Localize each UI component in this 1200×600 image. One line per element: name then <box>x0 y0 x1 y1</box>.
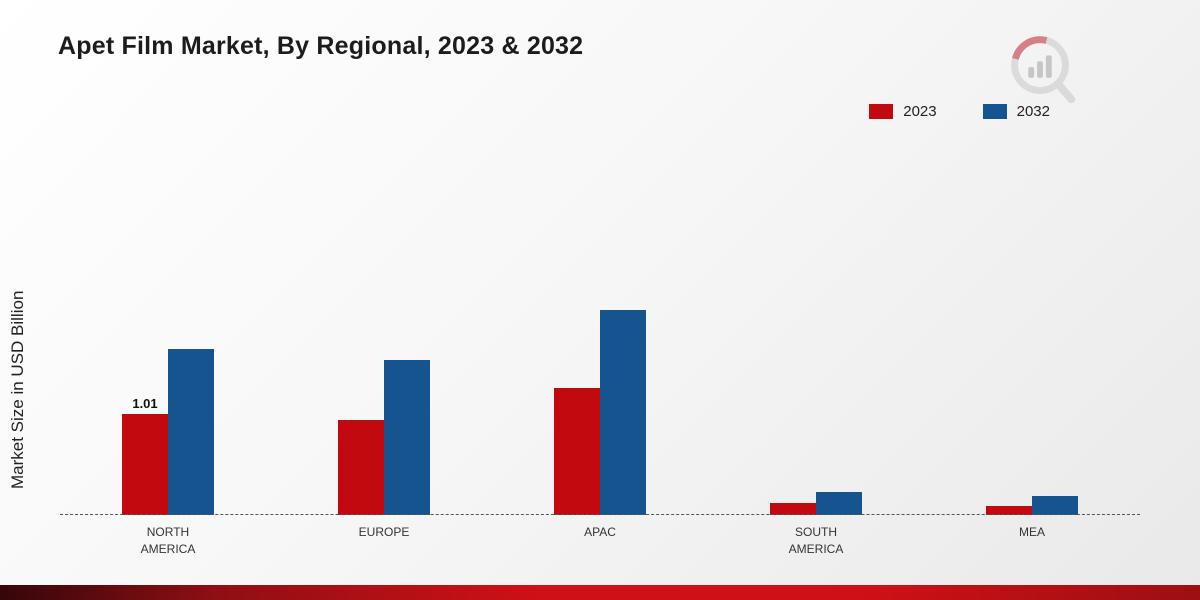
x-axis-label-mea: MEA <box>1018 525 1045 539</box>
x-axis-label-europe: EUROPE <box>358 525 410 539</box>
bar-wrap <box>1032 496 1078 515</box>
bar-wrap <box>600 310 646 515</box>
x-axis-label-apac: APAC <box>584 525 616 539</box>
legend-swatch-2032 <box>982 104 1007 119</box>
bar-2032-apac <box>600 310 646 515</box>
legend-item-2032: 2032 <box>982 103 1050 120</box>
bar-wrap: 1.01 <box>122 396 168 515</box>
footer-accent-strip <box>0 585 1200 600</box>
bar-wrap <box>384 360 430 515</box>
bar-2032-europe <box>384 360 430 515</box>
bar-wrap <box>338 420 384 515</box>
bar-2032-mea <box>1032 496 1078 515</box>
bar-2023-north-america <box>122 414 168 515</box>
bar-group-4 <box>924 150 1140 515</box>
bar-group-0: 1.01 <box>60 150 276 515</box>
bar-wrap <box>986 506 1032 515</box>
bar-wrap <box>168 349 214 515</box>
plot-area: 1.01 <box>60 150 1140 515</box>
bar-value-label: 1.01 <box>132 396 158 411</box>
bar-2023-apac <box>554 388 600 515</box>
x-axis-baseline <box>60 514 1140 515</box>
bar-wrap <box>554 388 600 515</box>
legend-label-2032: 2032 <box>1016 103 1050 120</box>
bar-2023-south-america <box>770 503 816 515</box>
bar-2023-mea <box>986 506 1032 515</box>
brand-watermark-logo <box>996 26 1084 119</box>
bar-2032-north-america <box>168 349 214 515</box>
y-axis-title: Market Size in USD Billion <box>8 290 27 490</box>
legend-item-2023: 2023 <box>869 103 937 120</box>
bar-2032-south-america <box>816 492 862 515</box>
bar-groups: 1.01 <box>60 150 1140 515</box>
legend-swatch-2023 <box>869 104 894 119</box>
legend: 2023 2032 <box>869 103 1050 120</box>
bar-group-1 <box>276 150 492 515</box>
bar-group-3 <box>708 150 924 515</box>
chart-title: Apet Film Market, By Regional, 2023 & 20… <box>58 32 584 60</box>
bar-wrap <box>770 503 816 515</box>
bar-wrap <box>816 492 862 515</box>
bar-group-2 <box>492 150 708 515</box>
x-axis-label-south-america: SOUTH AMERICA <box>788 525 844 557</box>
x-axis-label-north-america: NORTH AMERICA <box>140 525 196 557</box>
x-axis-labels: NORTH AMERICA EUROPE APAC SOUTH AMERICA MEA <box>60 524 1140 559</box>
bar-2023-europe <box>338 420 384 515</box>
chart-magnifier-icon <box>1011 36 1076 104</box>
legend-label-2023: 2023 <box>903 103 937 120</box>
